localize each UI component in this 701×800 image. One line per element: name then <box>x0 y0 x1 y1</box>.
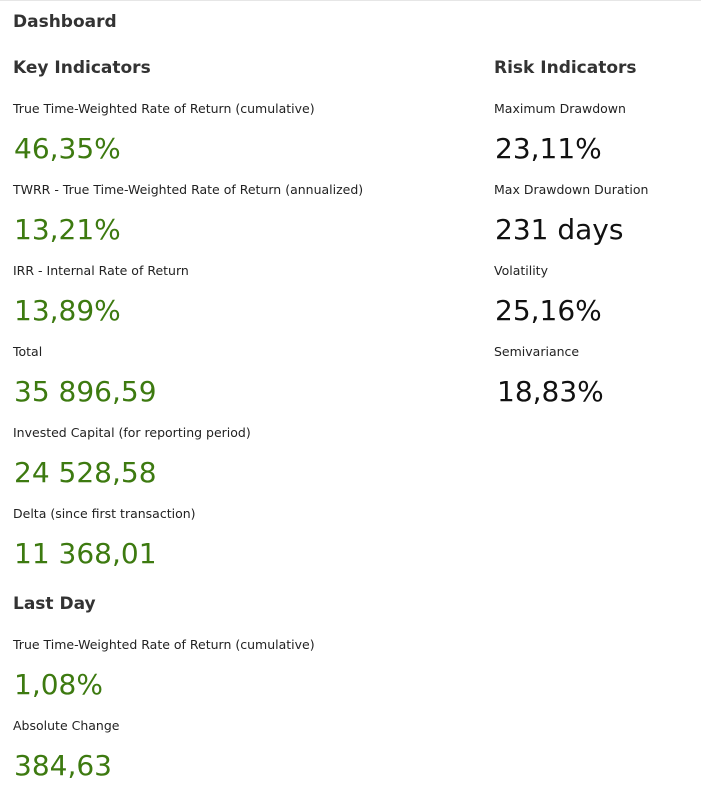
ld-twrr-cumulative-value: 1,08% <box>14 668 103 701</box>
ki-invested-capital-label: Invested Capital (for reporting period) <box>13 425 251 440</box>
ki-twrr-annualized-label: TWRR - True Time-Weighted Rate of Return… <box>13 182 364 197</box>
key-indicators-title: Key Indicators <box>13 58 151 78</box>
ki-total-label: Total <box>13 344 43 359</box>
page-title: Dashboard <box>13 12 117 32</box>
ki-twrr-cumulative-value: 46,35% <box>14 132 121 165</box>
ki-delta-value: 11 368,01 <box>14 537 157 570</box>
last-day-title: Last Day <box>13 594 96 614</box>
ri-volatility-value: 25,16% <box>495 294 602 327</box>
ri-max-drawdown-duration-value: 231 days <box>495 213 624 246</box>
ld-absolute-change-value: 384,63 <box>14 749 112 782</box>
top-divider <box>0 0 701 1</box>
ri-max-drawdown-label: Maximum Drawdown <box>494 101 626 116</box>
ld-absolute-change-label: Absolute Change <box>13 718 120 733</box>
ri-max-drawdown-duration-label: Max Drawdown Duration <box>494 182 649 197</box>
ri-volatility-label: Volatility <box>494 263 548 278</box>
ri-semivariance-value: 18,83% <box>497 375 604 408</box>
ki-delta-label: Delta (since first transaction) <box>13 506 196 521</box>
ki-total-value: 35 896,59 <box>14 375 157 408</box>
ki-twrr-cumulative-label: True Time-Weighted Rate of Return (cumul… <box>13 101 315 116</box>
risk-indicators-title: Risk Indicators <box>494 58 637 78</box>
ri-max-drawdown-value: 23,11% <box>495 132 602 165</box>
ri-semivariance-label: Semivariance <box>494 344 580 359</box>
ld-twrr-cumulative-label: True Time-Weighted Rate of Return (cumul… <box>13 637 315 652</box>
ki-twrr-annualized-value: 13,21% <box>14 213 121 246</box>
ki-invested-capital-value: 24 528,58 <box>14 456 157 489</box>
ki-irr-value: 13,89% <box>14 294 121 327</box>
ki-irr-label: IRR - Internal Rate of Return <box>13 263 189 278</box>
